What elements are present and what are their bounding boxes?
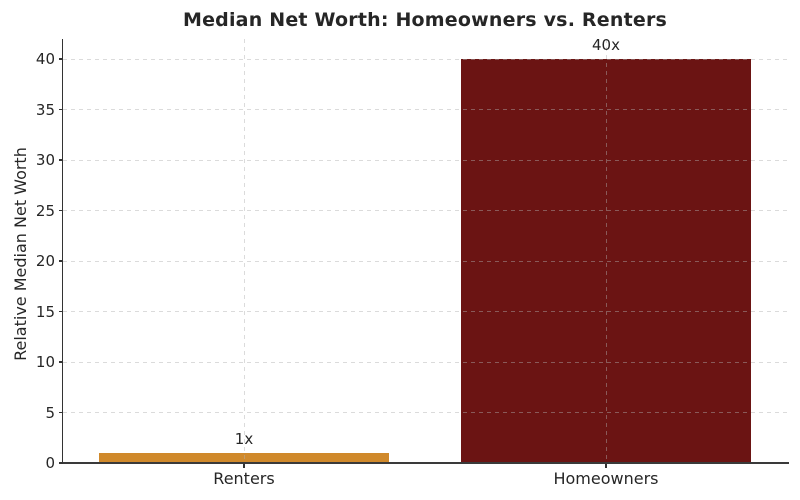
y-tick-label: 20 xyxy=(35,252,55,271)
x-axis-spine xyxy=(61,462,789,464)
gridline-y-10 xyxy=(63,361,787,363)
gridline-y-15 xyxy=(63,311,787,313)
y-tick-label: 40 xyxy=(35,50,55,69)
y-tick-label: 35 xyxy=(35,100,55,119)
y-tick-label: 5 xyxy=(45,403,55,422)
gridline-x-renters xyxy=(243,39,245,463)
y-tick-label: 30 xyxy=(35,151,55,170)
y-tick-mark xyxy=(58,462,63,464)
bar-value-label: 1x xyxy=(234,429,254,448)
gridline-y-25 xyxy=(63,210,787,212)
gridline-x-homeowners xyxy=(605,39,607,463)
chart-title: Median Net Worth: Homeowners vs. Renters xyxy=(182,9,668,31)
bar-value-label: 40x xyxy=(592,36,620,55)
x-tick-label-homeowners: Homeowners xyxy=(553,469,659,488)
y-tick-mark xyxy=(58,260,63,262)
y-tick-mark xyxy=(58,58,63,60)
gridline-y-20 xyxy=(63,260,787,262)
bar-homeowners xyxy=(461,59,751,463)
gridline-y-30 xyxy=(63,159,787,161)
y-tick-label: 10 xyxy=(35,353,55,372)
y-tick-mark xyxy=(58,108,63,111)
gridline-y-5 xyxy=(63,412,787,414)
y-axis-spine xyxy=(61,39,64,463)
y-tick-label: 0 xyxy=(45,454,55,472)
y-tick-label: 25 xyxy=(35,201,55,220)
y-tick-mark xyxy=(58,310,63,313)
gridline-y-35 xyxy=(63,109,787,111)
y-tick-mark xyxy=(58,361,63,363)
x-tick-mark xyxy=(605,463,607,468)
x-tick-mark xyxy=(243,463,245,468)
y-tick-mark xyxy=(58,159,63,161)
y-tick-mark xyxy=(58,209,63,212)
y-tick-mark xyxy=(58,411,63,414)
x-tick-label-renters: Renters xyxy=(213,469,275,488)
gridline-y-40 xyxy=(63,58,787,60)
y-tick-label: 15 xyxy=(35,302,55,321)
bar-renters xyxy=(99,452,389,463)
